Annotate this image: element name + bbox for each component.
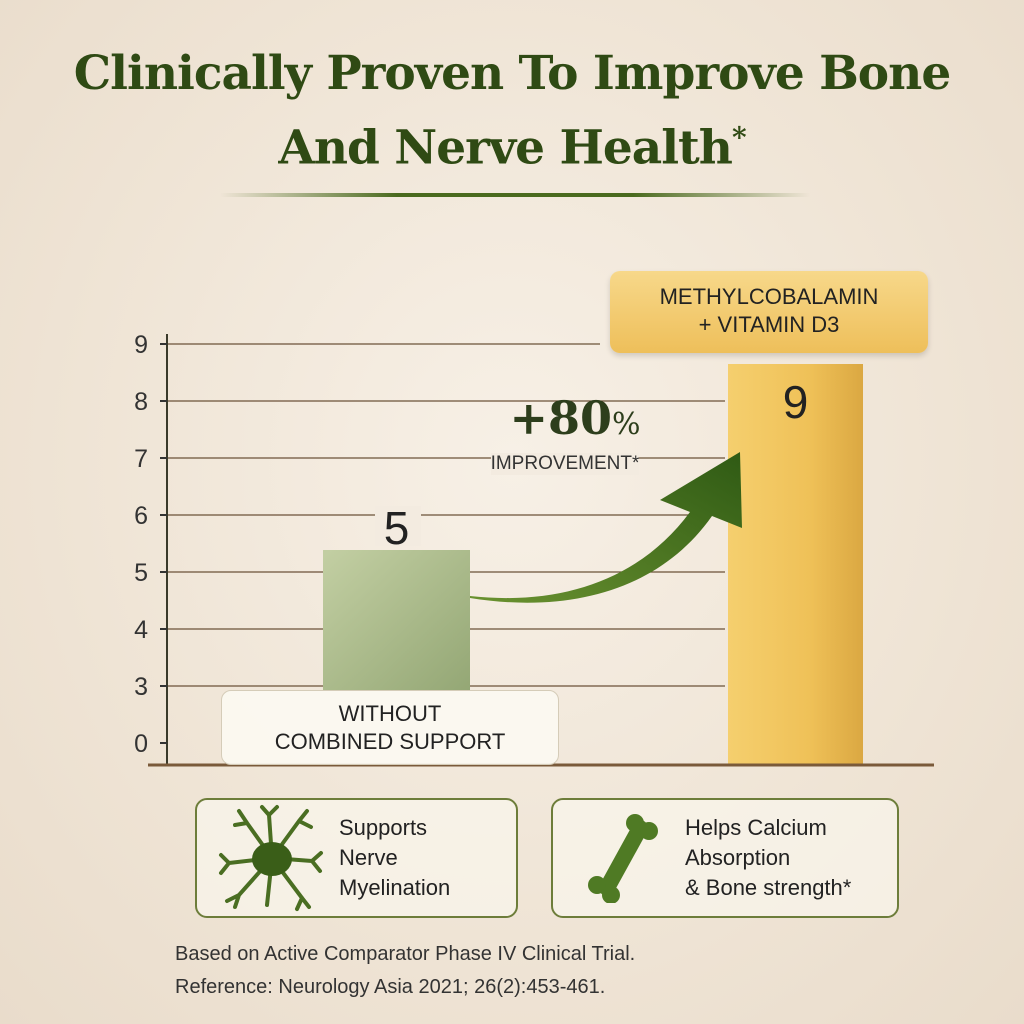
category-label-0: WITHOUT COMBINED SUPPORT <box>221 690 559 765</box>
feature-text-line: Nerve <box>339 845 398 870</box>
value-label-1: 9 <box>783 376 809 428</box>
category-label-line: WITHOUT <box>338 701 442 726</box>
y-tick-label: 6 <box>134 502 148 530</box>
value-label-0: 5 <box>384 502 410 554</box>
category-label-line: + VITAMIN D3 <box>698 312 840 337</box>
category-label-line: COMBINED SUPPORT <box>274 729 506 754</box>
feature-text-line: Supports <box>339 815 428 840</box>
category-label-1: METHYLCOBALAMIN + VITAMIN D3 <box>610 271 928 353</box>
improvement-label: IMPROVEMENT* <box>490 453 640 475</box>
feature-text-line: Helps Calcium <box>685 815 827 840</box>
y-tick-label: 5 <box>134 559 148 587</box>
footnote-line-1: Based on Active Comparator Phase IV Clin… <box>175 943 636 965</box>
footnote: Based on Active Comparator Phase IV Clin… <box>175 938 635 1004</box>
y-tick-label: 8 <box>134 388 148 416</box>
feature-text-line: Myelination <box>339 875 451 900</box>
title-line-1: Clinically Proven To Improve Bone <box>73 46 952 101</box>
bar-1 <box>728 364 863 765</box>
category-label-line: METHYLCOBALAMIN <box>659 284 879 309</box>
bar-0 <box>323 550 470 690</box>
y-tick-label: 4 <box>134 616 148 644</box>
title-divider <box>220 193 810 197</box>
improvement-arrow <box>470 452 742 603</box>
bar-chart: 0 3 4 5 6 7 8 9 5 9 <box>134 331 934 767</box>
value-label-bg <box>375 506 421 546</box>
neuron-icon <box>219 805 323 911</box>
feature-card-bone: Helps Calcium Absorption & Bone strength… <box>551 798 899 918</box>
page-title: Clinically Proven To Improve Bone And Ne… <box>0 42 1024 181</box>
y-tick-label: 7 <box>134 445 148 473</box>
improvement-unit: % <box>612 407 641 442</box>
y-tick-label: 9 <box>134 331 148 359</box>
improvement-annotation: +80% IMPROVEMENT* <box>470 390 660 475</box>
y-tick-label: 3 <box>134 673 148 701</box>
footnote-line-2: Reference: Neurology Asia 2021; 26(2):45… <box>175 976 606 998</box>
y-tick-label: 0 <box>134 730 148 758</box>
improvement-value: +80 <box>509 391 613 445</box>
feature-text-line: Absorption <box>685 845 791 870</box>
feature-text-line: & Bone strength* <box>685 875 852 900</box>
title-asterisk: * <box>731 121 747 154</box>
bone-icon <box>588 814 658 903</box>
feature-card-nerve: Supports Nerve Myelination <box>195 798 518 918</box>
title-line-2: And Nerve Health <box>278 120 733 176</box>
